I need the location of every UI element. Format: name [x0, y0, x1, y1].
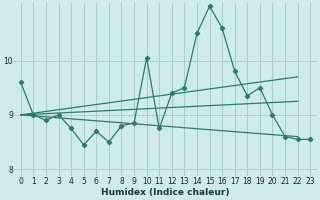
X-axis label: Humidex (Indice chaleur): Humidex (Indice chaleur)	[101, 188, 230, 197]
